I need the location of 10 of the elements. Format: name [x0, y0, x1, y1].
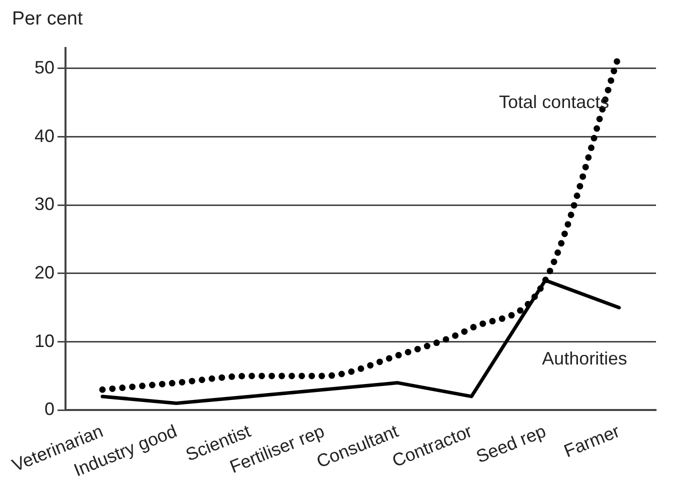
y-tick-label: 0	[44, 399, 55, 420]
series-label: Authorities	[542, 348, 628, 369]
x-tick-label: Seed rep	[473, 420, 549, 467]
y-axis-title: Per cent	[12, 8, 84, 30]
y-tick-label: 10	[34, 330, 55, 351]
y-tick-label: 30	[34, 194, 55, 214]
y-tick-label: 20	[34, 262, 55, 282]
y-tick-label: 40	[34, 126, 55, 146]
y-tick-label: 50	[34, 57, 55, 78]
x-tick-label: Farmer	[561, 420, 622, 462]
